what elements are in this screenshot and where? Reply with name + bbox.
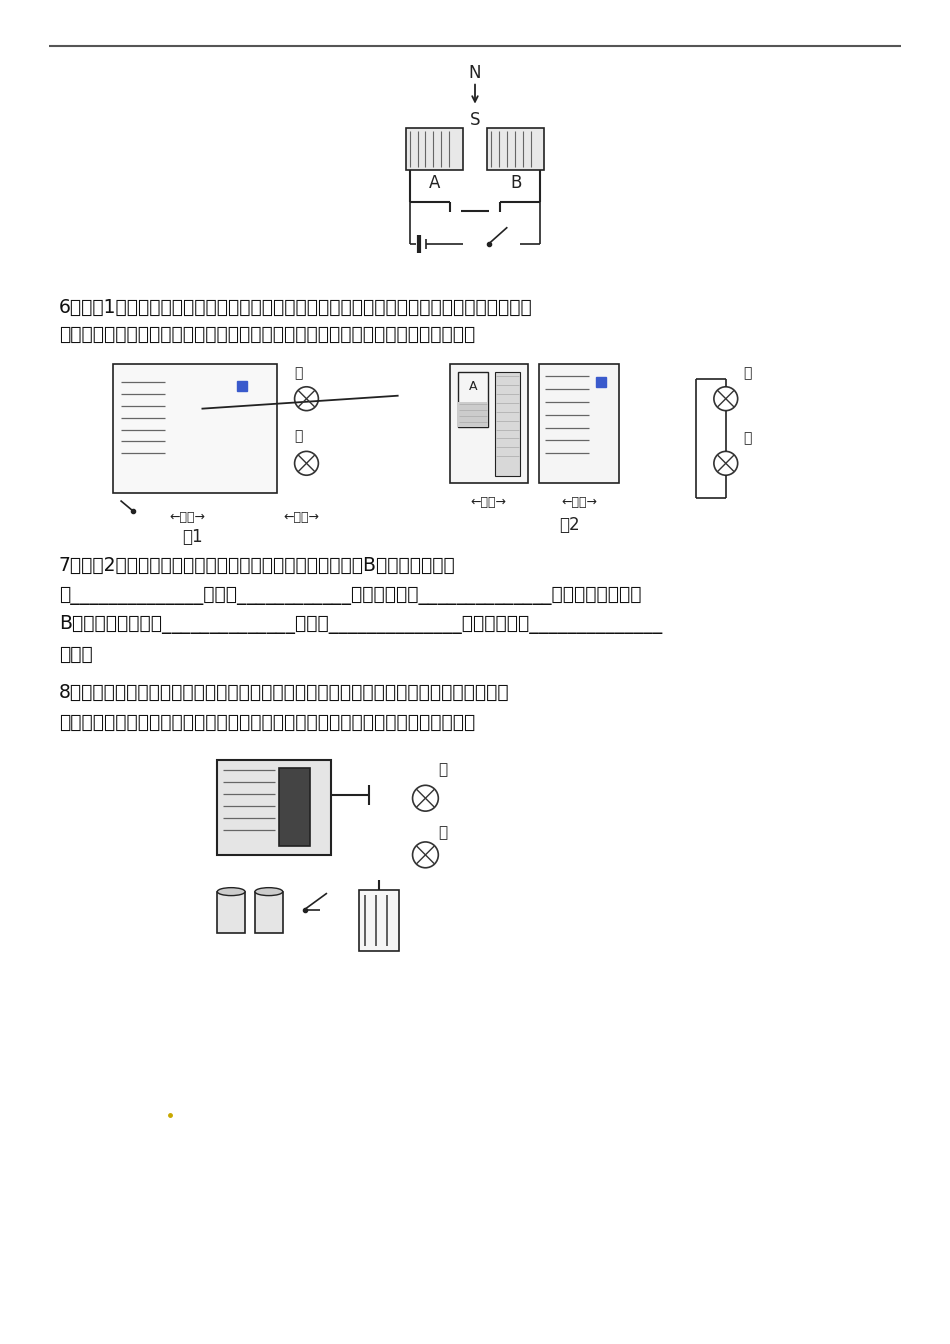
Bar [218, 891, 245, 933]
Text: S: S [469, 110, 481, 129]
Bar [113, 364, 276, 493]
Text: ←电源→: ←电源→ [169, 511, 205, 524]
Bar [495, 372, 520, 476]
Text: ←电源→: ←电源→ [471, 496, 507, 509]
Text: 8、图是用电磁继电器控制电灯的实验装置图，要想在控制电路的开关闭合时甲灯亮乙灯不: 8、图是用电磁继电器控制电灯的实验装置图，要想在控制电路的开关闭合时甲灯亮乙灯不 [59, 683, 509, 702]
Text: ←电源→: ←电源→ [283, 511, 319, 524]
Text: 中______________电流，____________灯电路接通，______________灯亮。当水位达到: 中______________电流，____________灯电路接通，____… [59, 586, 641, 605]
Bar [540, 364, 618, 484]
Bar [458, 402, 488, 426]
Text: B金属时，电磁铁中______________电流，______________灯电路接通，______________: B金属时，电磁铁中______________电流，______________… [59, 616, 662, 634]
Bar [406, 129, 463, 171]
Bar [359, 890, 399, 952]
Text: 绻: 绻 [744, 366, 752, 380]
Text: A: A [428, 175, 440, 192]
Text: 亮，开关断开时绻灯亮红灯不亮，请用笔画线代表导线将所给器材按要求连接起来。: 亮，开关断开时绻灯亮红灯不亮，请用笔画线代表导线将所给器材按要求连接起来。 [59, 325, 475, 344]
Bar [487, 129, 544, 171]
Text: 乙: 乙 [439, 762, 447, 777]
Text: 图1: 图1 [182, 528, 202, 546]
Ellipse shape [218, 887, 245, 895]
Bar [255, 891, 283, 933]
Text: 7、如图2是一种水位自动报警器的原理图。当水位没有达到B金属时，电磁铁: 7、如图2是一种水位自动报警器的原理图。当水位没有达到B金属时，电磁铁 [59, 555, 455, 575]
Bar [458, 372, 488, 426]
Text: 红: 红 [294, 430, 303, 444]
Text: 6、如图1是用电磁继电器控制电灯的实验装置图，要想在控制电路的开关闭合时红灯亮绻灯不: 6、如图1是用电磁继电器控制电灯的实验装置图，要想在控制电路的开关闭合时红灯亮绻… [59, 298, 532, 317]
Bar [450, 364, 527, 484]
Text: 灯亮。: 灯亮。 [59, 645, 92, 664]
Text: 图2: 图2 [559, 516, 580, 534]
Text: 亮，开关断开时乙灯亮甲灯不亮，请用笔画线代表导线将所给器材按要求连接起来。: 亮，开关断开时乙灯亮甲灯不亮，请用笔画线代表导线将所给器材按要求连接起来。 [59, 712, 475, 731]
Text: A: A [468, 380, 477, 392]
Text: 绻: 绻 [294, 366, 303, 380]
Text: N: N [468, 63, 482, 82]
Bar [218, 761, 332, 855]
Text: ←电源→: ←电源→ [561, 496, 598, 509]
Bar [278, 769, 311, 845]
Text: 甲: 甲 [439, 825, 447, 840]
Ellipse shape [255, 887, 283, 895]
Text: 红: 红 [744, 431, 752, 445]
Text: B: B [510, 175, 522, 192]
